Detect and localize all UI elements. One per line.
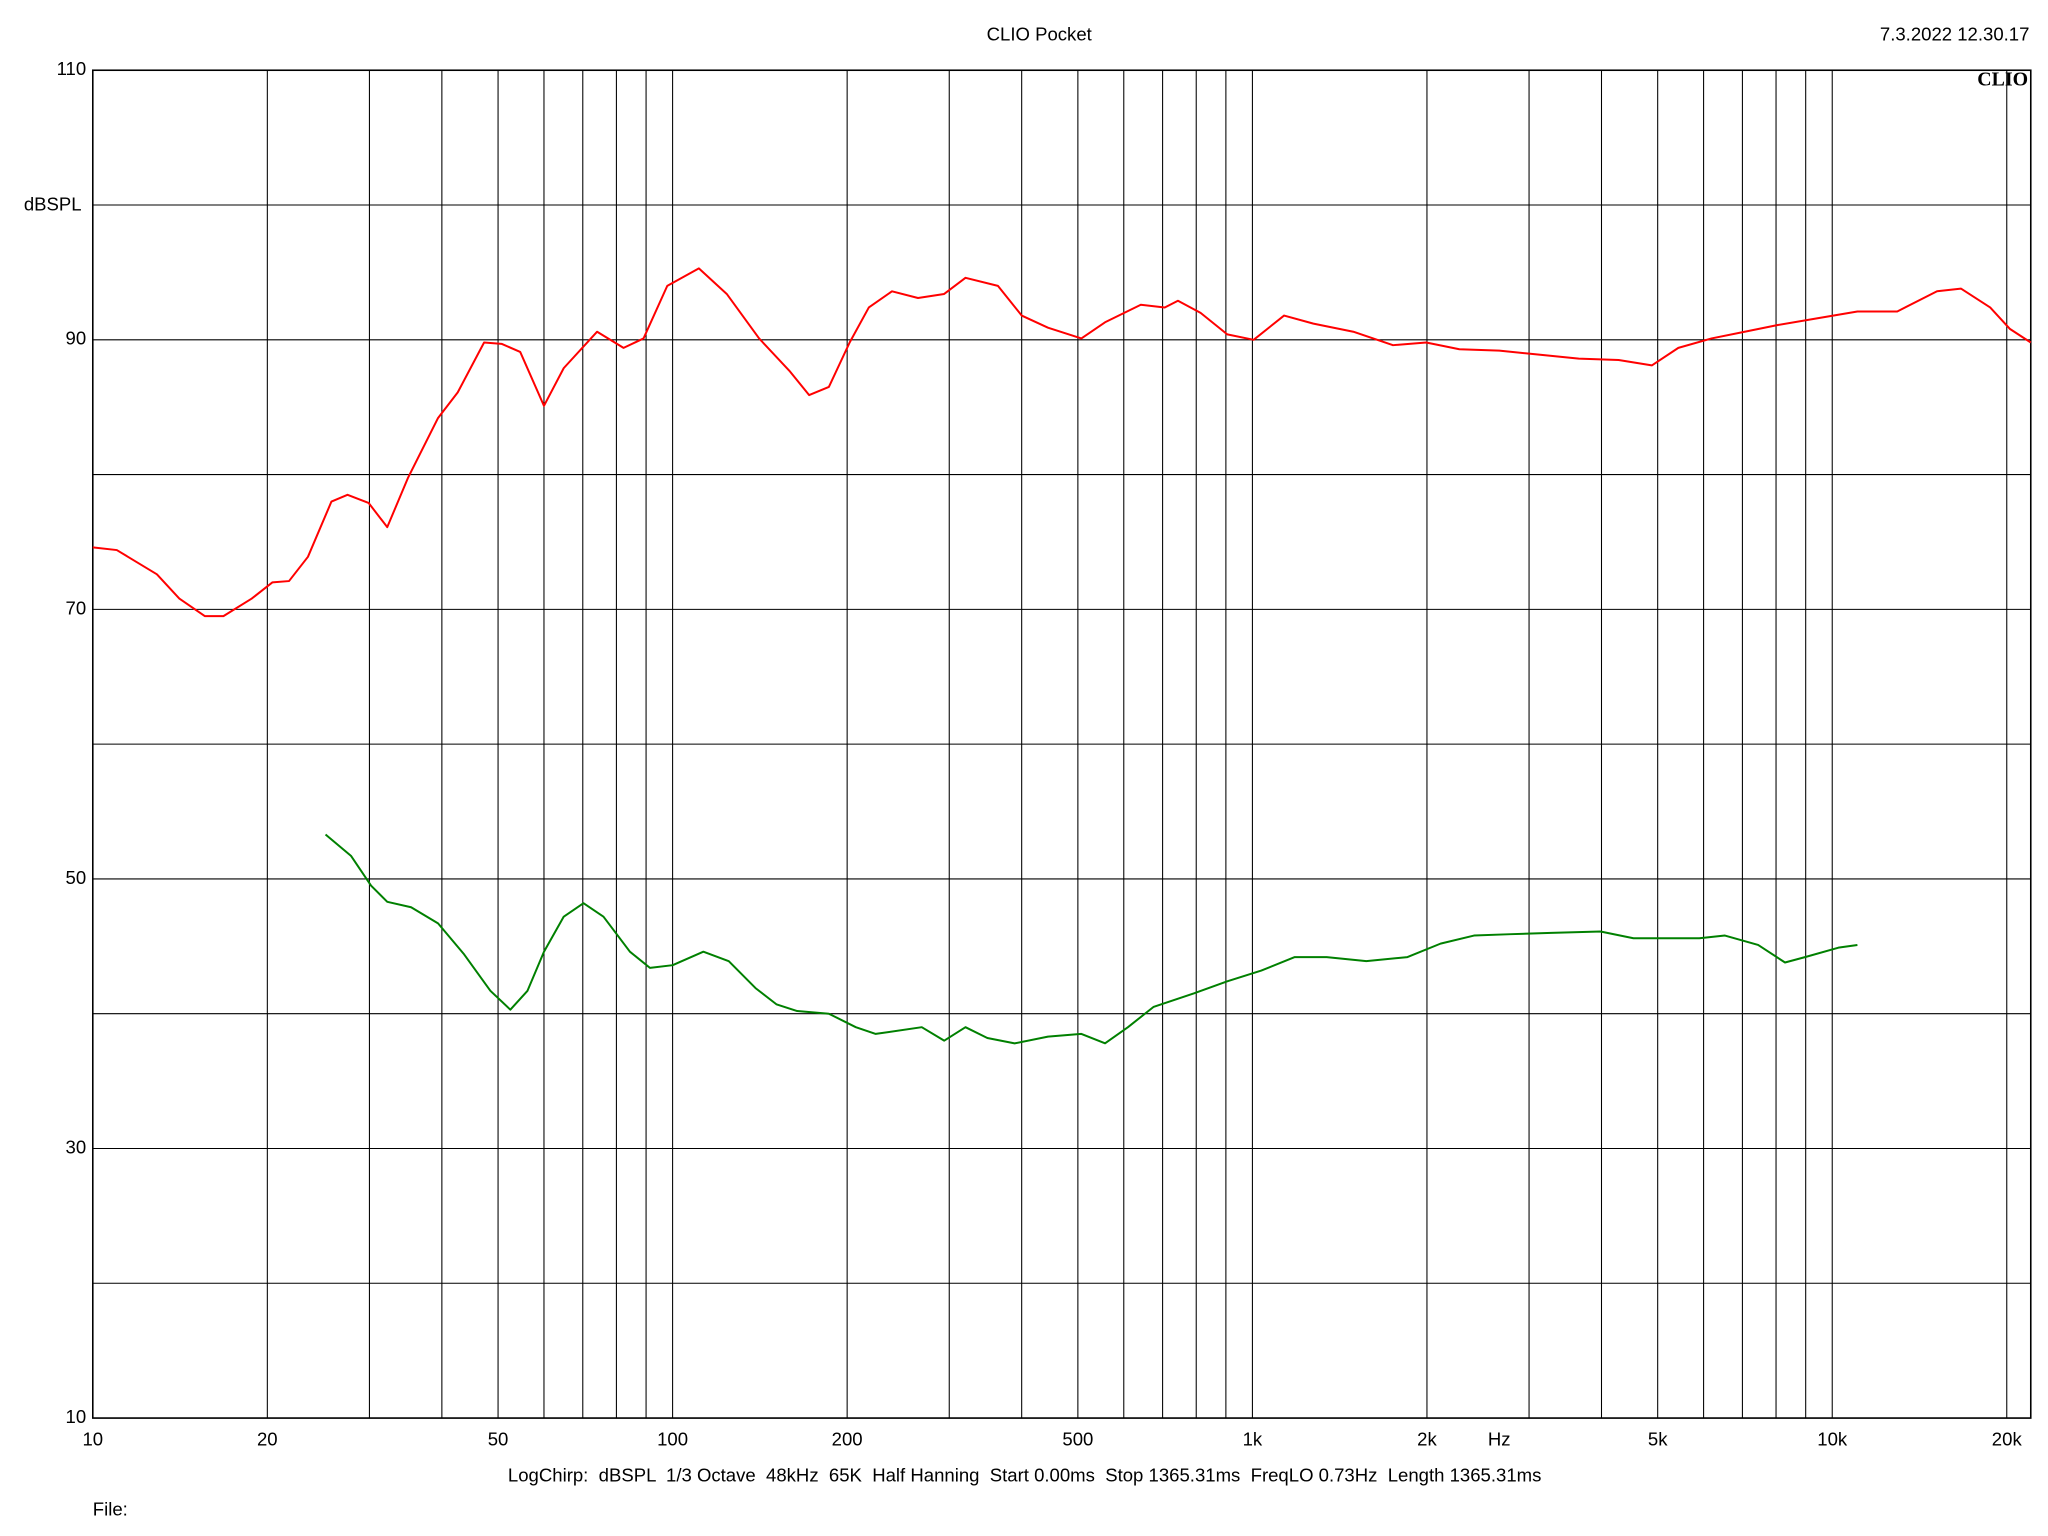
- y-tick-label: 30: [66, 1136, 87, 1157]
- x-tick-label: 20k: [1992, 1428, 2023, 1449]
- y-tick-label: 10: [66, 1406, 87, 1427]
- timestamp: 7.3.2022 12.30.17: [1880, 24, 2030, 45]
- x-tick-label: 200: [832, 1428, 863, 1449]
- x-tick-label: 500: [1062, 1428, 1093, 1449]
- x-tick-label: 2k: [1417, 1428, 1437, 1449]
- y-tick-label: 50: [66, 867, 87, 888]
- x-tick-label: 50: [488, 1428, 509, 1449]
- y-tick-label: 70: [66, 597, 87, 618]
- x-tick-label: 1k: [1243, 1428, 1263, 1449]
- footer: LogChirp: dBSPL 1/3 Octave 48kHz 65K Hal…: [508, 1464, 1541, 1485]
- file-label: File:: [93, 1499, 128, 1520]
- x-tick-label: 10k: [1817, 1428, 1848, 1449]
- y-axis-label: dBSPL: [24, 193, 82, 214]
- series-line: [92, 267, 2032, 618]
- y-tick-label: 90: [66, 328, 87, 349]
- x-tick-label: 10: [82, 1428, 103, 1449]
- chart-title: CLIO Pocket: [987, 24, 1093, 45]
- series-line: [324, 833, 1858, 1045]
- logo: CLIO: [1977, 68, 2028, 90]
- x-axis-label: Hz: [1488, 1428, 1511, 1449]
- y-tick-label: 110: [57, 58, 87, 79]
- x-tick-label: 5k: [1648, 1428, 1668, 1449]
- x-tick-label: 100: [657, 1428, 688, 1449]
- x-tick-label: 20: [257, 1428, 278, 1449]
